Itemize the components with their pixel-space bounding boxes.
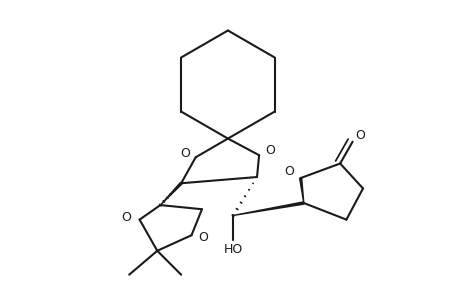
Text: O: O (180, 147, 190, 160)
Polygon shape (299, 178, 303, 203)
Text: O: O (198, 231, 207, 244)
Text: HO: HO (223, 243, 242, 256)
Text: O: O (354, 129, 364, 142)
Text: O: O (121, 211, 131, 224)
Polygon shape (233, 202, 303, 215)
Polygon shape (160, 182, 181, 205)
Text: O: O (265, 143, 275, 157)
Text: O: O (284, 165, 293, 178)
